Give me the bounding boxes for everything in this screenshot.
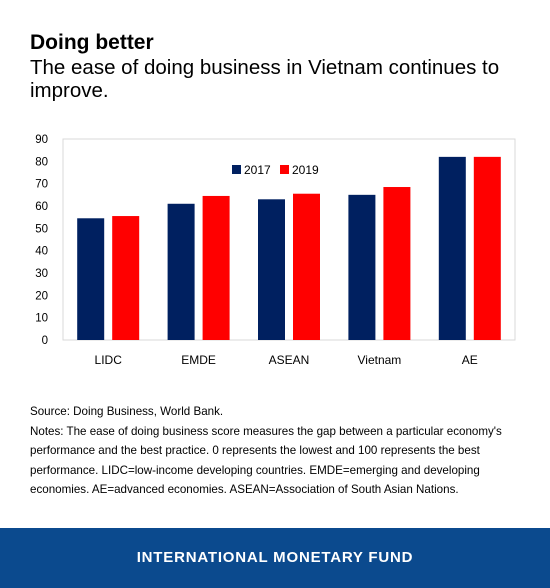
y-tick-label: 30 bbox=[35, 268, 48, 280]
x-tick-label: AE bbox=[462, 353, 478, 367]
bar-2019-vietnam bbox=[383, 187, 411, 340]
source-note: Source: Doing Business, World Bank. bbox=[30, 405, 224, 418]
y-tick-label: 50 bbox=[35, 223, 48, 235]
bar-2017-asean bbox=[258, 199, 285, 340]
plot-area-frame bbox=[62, 138, 516, 341]
bar-2019-ae bbox=[473, 156, 501, 340]
bar-2017-emde bbox=[167, 203, 195, 340]
x-tick-label: Vietnam bbox=[357, 353, 401, 367]
bar-chart: 0 10 20 30 40 50 60 70 80 90 LIDC EMDE ASEAN Vietnam… bbox=[35, 134, 516, 367]
notes-block: Source: Doing Business, World Bank. Note… bbox=[30, 402, 530, 500]
x-axis: LIDC EMDE ASEAN Vietnam AE bbox=[95, 353, 478, 367]
x-tick-label: ASEAN bbox=[269, 353, 310, 367]
y-tick-label: 80 bbox=[35, 156, 48, 168]
chart-title: Doing better bbox=[30, 31, 154, 54]
imf-footer-banner: INTERNATIONAL MONETARY FUND bbox=[0, 528, 550, 588]
bar-2019-lidc bbox=[112, 216, 140, 340]
y-tick-label: 40 bbox=[35, 246, 48, 258]
legend: 2017 2019 bbox=[232, 163, 319, 177]
chart-subtitle: The ease of doing business in Vietnam co… bbox=[30, 56, 500, 102]
legend-swatch-2017 bbox=[232, 165, 241, 174]
bars bbox=[77, 156, 501, 340]
x-tick-label: LIDC bbox=[95, 353, 123, 367]
y-tick-label: 60 bbox=[35, 201, 48, 213]
y-tick-label: 20 bbox=[35, 290, 48, 302]
y-tick-label: 10 bbox=[35, 313, 48, 325]
y-tick-label: 90 bbox=[35, 134, 48, 146]
bar-2017-ae bbox=[438, 156, 466, 340]
bar-2019-asean bbox=[293, 193, 320, 340]
legend-label-2019: 2019 bbox=[292, 163, 319, 177]
legend-label-2017: 2017 bbox=[244, 163, 271, 177]
x-tick-label: EMDE bbox=[181, 353, 216, 367]
bar-2019-emde bbox=[202, 195, 230, 340]
notes-text: Notes: The ease of doing business score … bbox=[30, 424, 502, 497]
y-tick-label: 70 bbox=[35, 179, 48, 191]
bar-2017-lidc bbox=[77, 218, 105, 340]
y-axis: 0 10 20 30 40 50 60 70 80 90 bbox=[35, 134, 48, 347]
bar-2017-vietnam bbox=[348, 194, 376, 340]
y-tick-label: 0 bbox=[42, 335, 48, 347]
legend-swatch-2019 bbox=[280, 165, 289, 174]
